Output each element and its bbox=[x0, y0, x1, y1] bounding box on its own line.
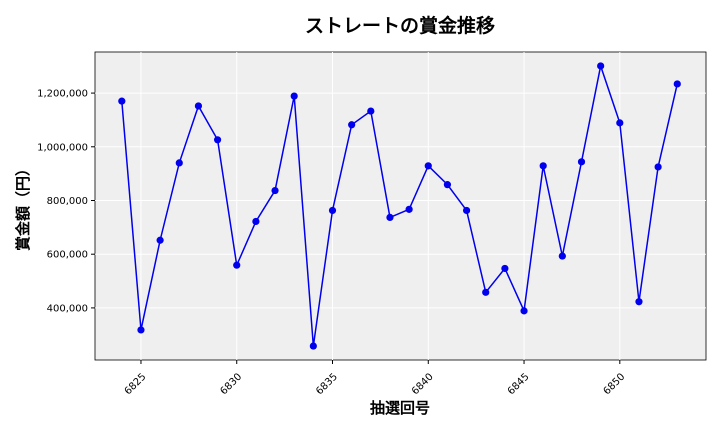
data-point bbox=[194, 102, 203, 110]
data-point bbox=[520, 307, 528, 315]
data-point bbox=[252, 217, 260, 226]
data-point bbox=[443, 181, 452, 189]
data-point bbox=[309, 342, 317, 350]
y-axis-label: 賞金額（円） bbox=[14, 161, 32, 251]
data-point bbox=[213, 136, 222, 144]
x-tick-label: 6845 bbox=[506, 371, 532, 397]
series-line bbox=[121, 63, 679, 347]
x-tick-label: 6825 bbox=[123, 371, 149, 397]
data-point bbox=[156, 236, 164, 244]
data-point bbox=[558, 252, 566, 260]
grid bbox=[95, 52, 706, 360]
y-tick-label: 400,000 bbox=[47, 303, 88, 314]
data-point bbox=[271, 186, 279, 195]
data-point bbox=[118, 97, 126, 105]
data-point bbox=[405, 205, 413, 213]
data-point bbox=[539, 162, 547, 170]
data-point bbox=[616, 119, 624, 127]
data-point bbox=[328, 206, 337, 215]
data-point bbox=[348, 121, 356, 129]
x-tick-label: 6830 bbox=[218, 371, 244, 397]
x-tick-label: 6840 bbox=[410, 371, 436, 397]
data-point bbox=[673, 80, 681, 88]
data-point bbox=[290, 92, 298, 100]
y-tick-label: 1,000,000 bbox=[37, 142, 88, 153]
series bbox=[118, 62, 681, 350]
x-axis-label: 抽選回号 bbox=[370, 399, 430, 417]
x-tick-label: 6835 bbox=[314, 371, 340, 397]
data-point bbox=[577, 158, 586, 166]
data-point bbox=[462, 206, 471, 215]
data-point bbox=[137, 326, 145, 334]
data-point bbox=[386, 213, 394, 222]
data-point bbox=[367, 107, 375, 115]
data-point bbox=[635, 298, 643, 306]
data-point bbox=[597, 62, 605, 70]
data-point bbox=[175, 159, 183, 167]
data-point bbox=[233, 261, 241, 269]
data-point bbox=[424, 162, 432, 170]
data-point bbox=[501, 264, 509, 273]
y-tick-label: 1,200,000 bbox=[37, 89, 88, 100]
y-tick-label: 800,000 bbox=[47, 196, 88, 207]
chart-title: ストレートの賞金推移 bbox=[305, 14, 495, 37]
data-point bbox=[482, 288, 490, 296]
plot-area bbox=[94, 51, 707, 361]
data-point bbox=[654, 163, 662, 171]
y-tick-label: 600,000 bbox=[47, 250, 88, 261]
x-tick-label: 6850 bbox=[602, 371, 628, 397]
